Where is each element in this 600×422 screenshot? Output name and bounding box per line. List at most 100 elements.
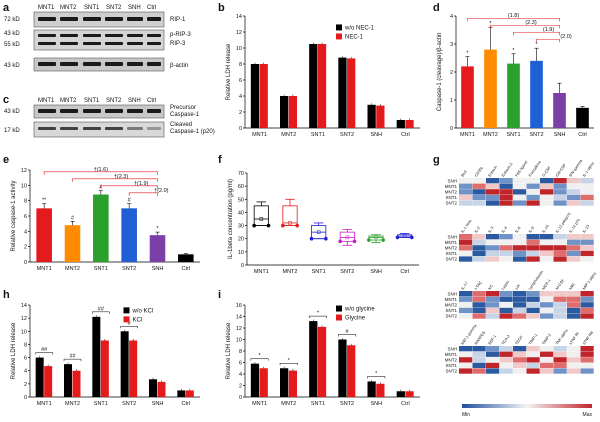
panel-label-b: b bbox=[218, 2, 225, 14]
heatmap-cell bbox=[472, 296, 486, 302]
heatmap-cell bbox=[540, 302, 554, 308]
heatmap-cell bbox=[486, 194, 500, 201]
heatmap-cell bbox=[580, 178, 594, 184]
heatmap-cell bbox=[526, 362, 540, 369]
box-f bbox=[368, 235, 384, 241]
significance-mark-h: ## bbox=[41, 347, 48, 353]
heatmap-cell bbox=[499, 239, 513, 245]
heatmap-cell bbox=[580, 362, 594, 369]
bar-b bbox=[250, 64, 260, 128]
x-tick-label-h: MNT2 bbox=[65, 401, 80, 407]
heatmap-cell bbox=[472, 178, 486, 184]
heatmap-cell bbox=[553, 194, 567, 201]
bar-i bbox=[309, 321, 318, 397]
heatmap-cell bbox=[580, 351, 594, 357]
heatmap-row-label: SNH bbox=[447, 291, 457, 296]
bar-d bbox=[576, 107, 589, 128]
heatmap-cell bbox=[526, 351, 540, 357]
heatmap-cell bbox=[472, 189, 486, 195]
heatmap-cell bbox=[459, 250, 473, 257]
comparison-label-d: (2.0) bbox=[560, 34, 571, 40]
heatmap-row-label: SNT2 bbox=[445, 257, 457, 262]
heatmap-cell bbox=[459, 234, 473, 240]
x-tick-label-i: SNT1 bbox=[311, 401, 325, 407]
panel-label-f: f bbox=[218, 154, 222, 166]
legend-swatch-b bbox=[336, 33, 342, 40]
y-tick-label-f: 10 bbox=[238, 250, 244, 256]
mean-marker-f bbox=[316, 230, 321, 234]
significance-mark-e: * bbox=[156, 226, 159, 232]
legend-swatch-h bbox=[123, 316, 130, 323]
comparison-label-e: †(2.0) bbox=[154, 188, 169, 194]
heatmap-cell bbox=[553, 245, 567, 251]
blot-c-label-1: Precursor bbox=[170, 105, 196, 111]
heatmap-color-scale bbox=[462, 404, 592, 408]
y-axis-label-i: Relative LDH release bbox=[226, 322, 232, 379]
bar-d bbox=[530, 60, 543, 128]
y-tick-label-f: 50 bbox=[238, 197, 244, 203]
heatmap-cell bbox=[540, 307, 554, 314]
bar-b bbox=[317, 44, 327, 128]
heatmap-cell bbox=[486, 351, 500, 357]
x-tick-label-f: Ctrl bbox=[400, 269, 409, 275]
legend-label-b: NEC-1 bbox=[345, 34, 364, 40]
heatmap-cell bbox=[513, 200, 527, 206]
significance-bracket-h bbox=[63, 358, 82, 362]
box-f bbox=[282, 205, 298, 226]
heatmap-cell bbox=[567, 368, 581, 374]
heatmap-cell bbox=[553, 256, 567, 262]
heatmap-cell bbox=[513, 256, 527, 262]
heatmap-col-label: MCP-1 bbox=[542, 279, 552, 291]
bar-e bbox=[36, 208, 52, 262]
y-tick-label-b: 14 bbox=[236, 14, 242, 20]
blot-c-lane-5: SNH bbox=[128, 98, 141, 104]
data-point-f bbox=[395, 235, 400, 240]
significance-mark-d: * bbox=[512, 48, 515, 54]
bar-b bbox=[309, 44, 318, 128]
comparison-bracket-d bbox=[490, 24, 560, 29]
blot-c-lane-6: Ctrl bbox=[147, 98, 156, 104]
heatmap-cell bbox=[553, 296, 567, 302]
heatmap-cell bbox=[459, 189, 473, 195]
bar-b bbox=[396, 120, 405, 128]
y-tick-label-b: 10 bbox=[236, 46, 242, 52]
bar-i bbox=[367, 381, 376, 397]
heatmap-col-label: G-CSF bbox=[542, 165, 552, 178]
blot-c-marker-1: 43 kD bbox=[4, 109, 20, 115]
heatmap-col-label: IL-6 bbox=[515, 226, 522, 234]
significance-mark-h: ## bbox=[98, 306, 105, 312]
bar-b bbox=[347, 58, 356, 128]
y-axis-label-d: Caspase-1 (cleavage)/β-actin bbox=[437, 33, 443, 112]
heatmap-cell bbox=[580, 245, 594, 251]
blot-a-label-1: RIP-1 bbox=[170, 17, 186, 23]
comparison-label-e: †(2.3) bbox=[114, 174, 129, 180]
bar-d bbox=[553, 93, 566, 128]
heatmap-col-label: TCA-3 bbox=[501, 334, 511, 345]
panel-label-i: i bbox=[218, 289, 221, 301]
significance-mark-i: * bbox=[317, 311, 320, 317]
y-tick-label-d: 3 bbox=[450, 42, 453, 48]
heatmap-cell bbox=[472, 239, 486, 245]
y-tick-label-h: 0 bbox=[24, 395, 27, 401]
x-tick-label-h: MNT1 bbox=[37, 401, 52, 407]
bar-d bbox=[461, 66, 474, 128]
panel-label-a: a bbox=[3, 2, 10, 14]
comparison-bracket-e bbox=[43, 171, 158, 175]
bar-i bbox=[376, 383, 385, 397]
x-tick-label-i: SNH bbox=[370, 401, 382, 407]
significance-mark-h: ## bbox=[69, 354, 76, 360]
chart-d-caspase1-cleavage: 0 1 2 3 4 Caspase-1 (cleavage)/β-actin MNT1 MNT… bbox=[437, 13, 594, 138]
y-tick-label-i: 14 bbox=[236, 315, 242, 321]
heatmap-cell bbox=[580, 234, 594, 240]
heatmap-cell bbox=[540, 296, 554, 302]
significance-mark-i: # bbox=[346, 329, 350, 335]
significance-bracket-i bbox=[338, 334, 357, 337]
bar-i bbox=[317, 326, 327, 397]
heatmap-cell bbox=[513, 234, 527, 240]
mean-marker-f bbox=[345, 235, 350, 240]
y-tick-label-i: 4 bbox=[239, 372, 242, 378]
y-tick-label-h: 4 bbox=[24, 369, 27, 375]
bar-e bbox=[64, 225, 81, 262]
heatmap-cell bbox=[459, 194, 473, 201]
heatmap-cell bbox=[472, 200, 486, 206]
